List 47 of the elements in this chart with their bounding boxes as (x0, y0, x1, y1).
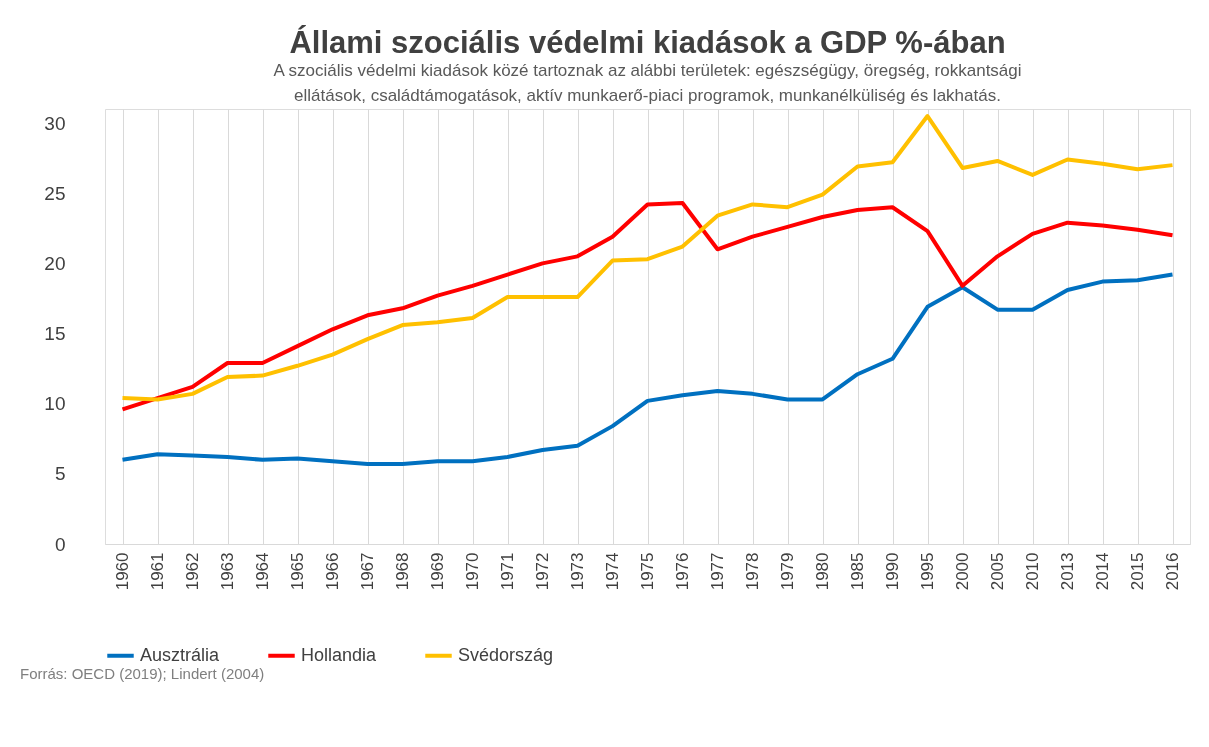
x-tick-label: 1960 (113, 552, 132, 591)
line-series (120, 272, 1175, 467)
x-tick-label: 2005 (988, 552, 1007, 591)
x-tick-label: 1990 (883, 552, 902, 591)
x-tick-label: 2015 (1128, 552, 1147, 591)
x-tick-label: 1968 (393, 552, 412, 591)
y-tick-label: 15 (44, 323, 66, 345)
x-tick-label: 1961 (148, 552, 167, 591)
x-tick-label: 1970 (463, 552, 482, 591)
y-tick-label: 10 (44, 393, 66, 415)
x-tick-label: 1977 (708, 552, 727, 591)
x-tick-label: 1973 (568, 552, 587, 591)
legend-label: Svédország (458, 644, 554, 665)
x-tick-label: 1966 (323, 552, 342, 591)
text: Forrás: OECD (2019); Lindert (2004) (20, 665, 265, 682)
x-tick-label: 1962 (183, 552, 202, 591)
y-tick-label: 25 (44, 182, 66, 204)
line-series (120, 201, 1175, 412)
x-tick-label: 1971 (498, 552, 517, 591)
x-tick-label: 1979 (778, 552, 797, 591)
x-tick-label: 1969 (428, 552, 447, 591)
x-tick-label: 1964 (253, 552, 272, 591)
x-tick-label: 1975 (638, 552, 657, 591)
x-tick-label: 1995 (918, 552, 937, 591)
x-tick-label: 1965 (288, 552, 307, 591)
x-tick-label: 1980 (813, 552, 832, 591)
chart-title: Állami szociális védelmi kiadások a GDP %-ában (289, 25, 1006, 60)
y-tick-label: 20 (44, 252, 66, 274)
x-tick-label: 2016 (1163, 552, 1182, 591)
x-tick-label: 1985 (848, 552, 867, 591)
x-tick-label: 2000 (953, 552, 972, 591)
x-tick-label: 1974 (603, 552, 622, 591)
x-tick-label: 2010 (1023, 552, 1042, 591)
y-tick-label: 5 (54, 463, 66, 485)
chart-subtitle: A szociális védelmi kiadások közé tartoznak az alábbi területek: egészségügy, öregség, rokkantsági ellátások, családtámogatások, aktív munkaerő-piaci programok, munkanélküliség és lakhatás. (273, 61, 1022, 105)
x-tick-label: 1972 (533, 552, 552, 591)
x-tick-label: 2014 (1093, 552, 1112, 591)
y-tick-label: 30 (44, 112, 66, 134)
legend-label: Ausztrália (140, 644, 221, 665)
x-tick-label: 1976 (673, 552, 692, 591)
x-tick-label: 1978 (743, 552, 762, 591)
x-tick-label: 1967 (358, 552, 377, 591)
y-tick-label: 0 (54, 533, 66, 555)
legend-label: Hollandia (301, 644, 378, 665)
line-series (120, 114, 1175, 402)
x-tick-label: 2013 (1058, 552, 1077, 591)
x-tick-label: 1963 (218, 552, 237, 591)
